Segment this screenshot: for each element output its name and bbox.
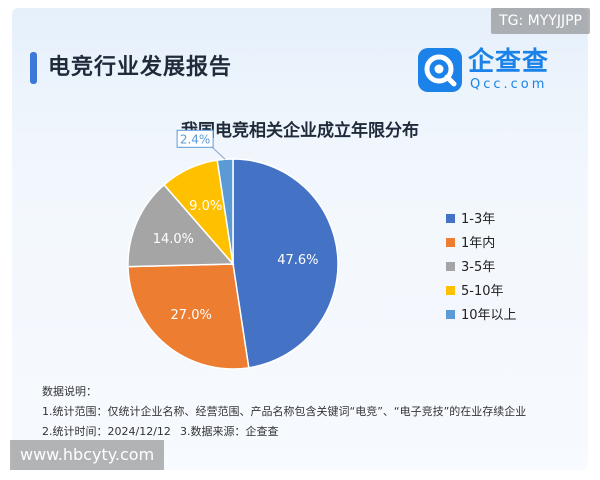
- slice-label-1: 27.0%: [171, 308, 212, 323]
- slice-label-4: 2.4%: [180, 132, 211, 146]
- legend-swatch-0: [446, 214, 455, 223]
- data-notes: 数据说明： 1.统计范围：仅统计企业名称、经营范围、产品名称包含关键词“电竞”、…: [42, 382, 526, 442]
- pie-slice-1: [127, 263, 250, 370]
- logo-name: 企查查: [468, 47, 550, 77]
- watermark-bottom-left: www.hbcyty.com: [10, 440, 165, 470]
- legend-label-0: 1-3年: [461, 212, 495, 227]
- pie-slice-0: [232, 158, 339, 369]
- title-accent-bar: [30, 52, 37, 84]
- legend-label-4: 10年以上: [461, 308, 517, 323]
- slice-label-box-4: [176, 129, 214, 148]
- legend-swatch-4: [446, 310, 455, 319]
- slice-label-3: 9.0%: [189, 199, 222, 214]
- logo-domain: Qcc.com: [470, 77, 548, 92]
- legend-label-3: 5-10年: [461, 284, 504, 299]
- report-title: 电竞行业发展报告: [48, 55, 233, 80]
- watermark-top-right: TG: MYYJJPP: [491, 8, 590, 34]
- legend-label-1: 1年内: [461, 235, 495, 251]
- qcc-logo: 企查查 Qcc.com: [418, 47, 566, 94]
- slice-label-2: 14.0%: [153, 232, 194, 247]
- notes-scope: 1.统计范围：仅统计企业名称、经营范围、产品名称包含关键词“电竞”、“电子竞技”…: [42, 405, 527, 418]
- notes-source: 3.数据来源：企查查: [180, 425, 279, 438]
- notes-time: 2.统计时间：2024/12/12: [42, 425, 171, 438]
- pie-slice-2: [127, 183, 235, 268]
- notes-heading: 数据说明：: [42, 385, 97, 398]
- chart-title: 我国电竞相关企业成立年限分布: [181, 121, 419, 141]
- legend-label-2: 3-5年: [461, 260, 495, 275]
- slice-label-0: 47.6%: [277, 253, 318, 268]
- slice-leader-4: [210, 145, 226, 160]
- legend-swatch-1: [446, 238, 455, 247]
- legend-swatch-2: [446, 262, 455, 271]
- notes-footer: 2.统计时间：2024/12/12 3.数据来源：企查查: [42, 422, 526, 442]
- legend-swatch-3: [446, 286, 455, 295]
- qcc-logo-icon: [418, 48, 462, 92]
